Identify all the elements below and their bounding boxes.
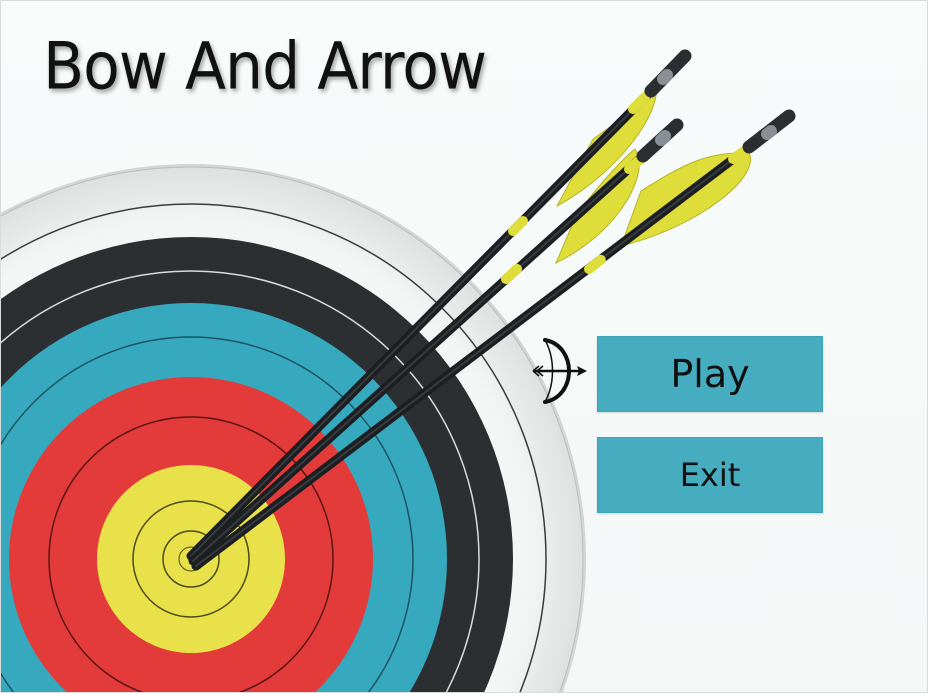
arrow-3 xyxy=(191,109,796,571)
bow-and-arrow-icon xyxy=(531,336,589,406)
exit-button[interactable]: Exit xyxy=(597,437,823,513)
arrows xyxy=(186,49,796,571)
game-title: Bow And Arrow xyxy=(43,29,487,105)
play-button[interactable]: Play xyxy=(597,336,823,412)
arrow-1 xyxy=(186,49,692,561)
play-button-label: Play xyxy=(670,352,750,396)
arrow-2 xyxy=(188,118,684,566)
exit-button-label: Exit xyxy=(679,456,741,494)
